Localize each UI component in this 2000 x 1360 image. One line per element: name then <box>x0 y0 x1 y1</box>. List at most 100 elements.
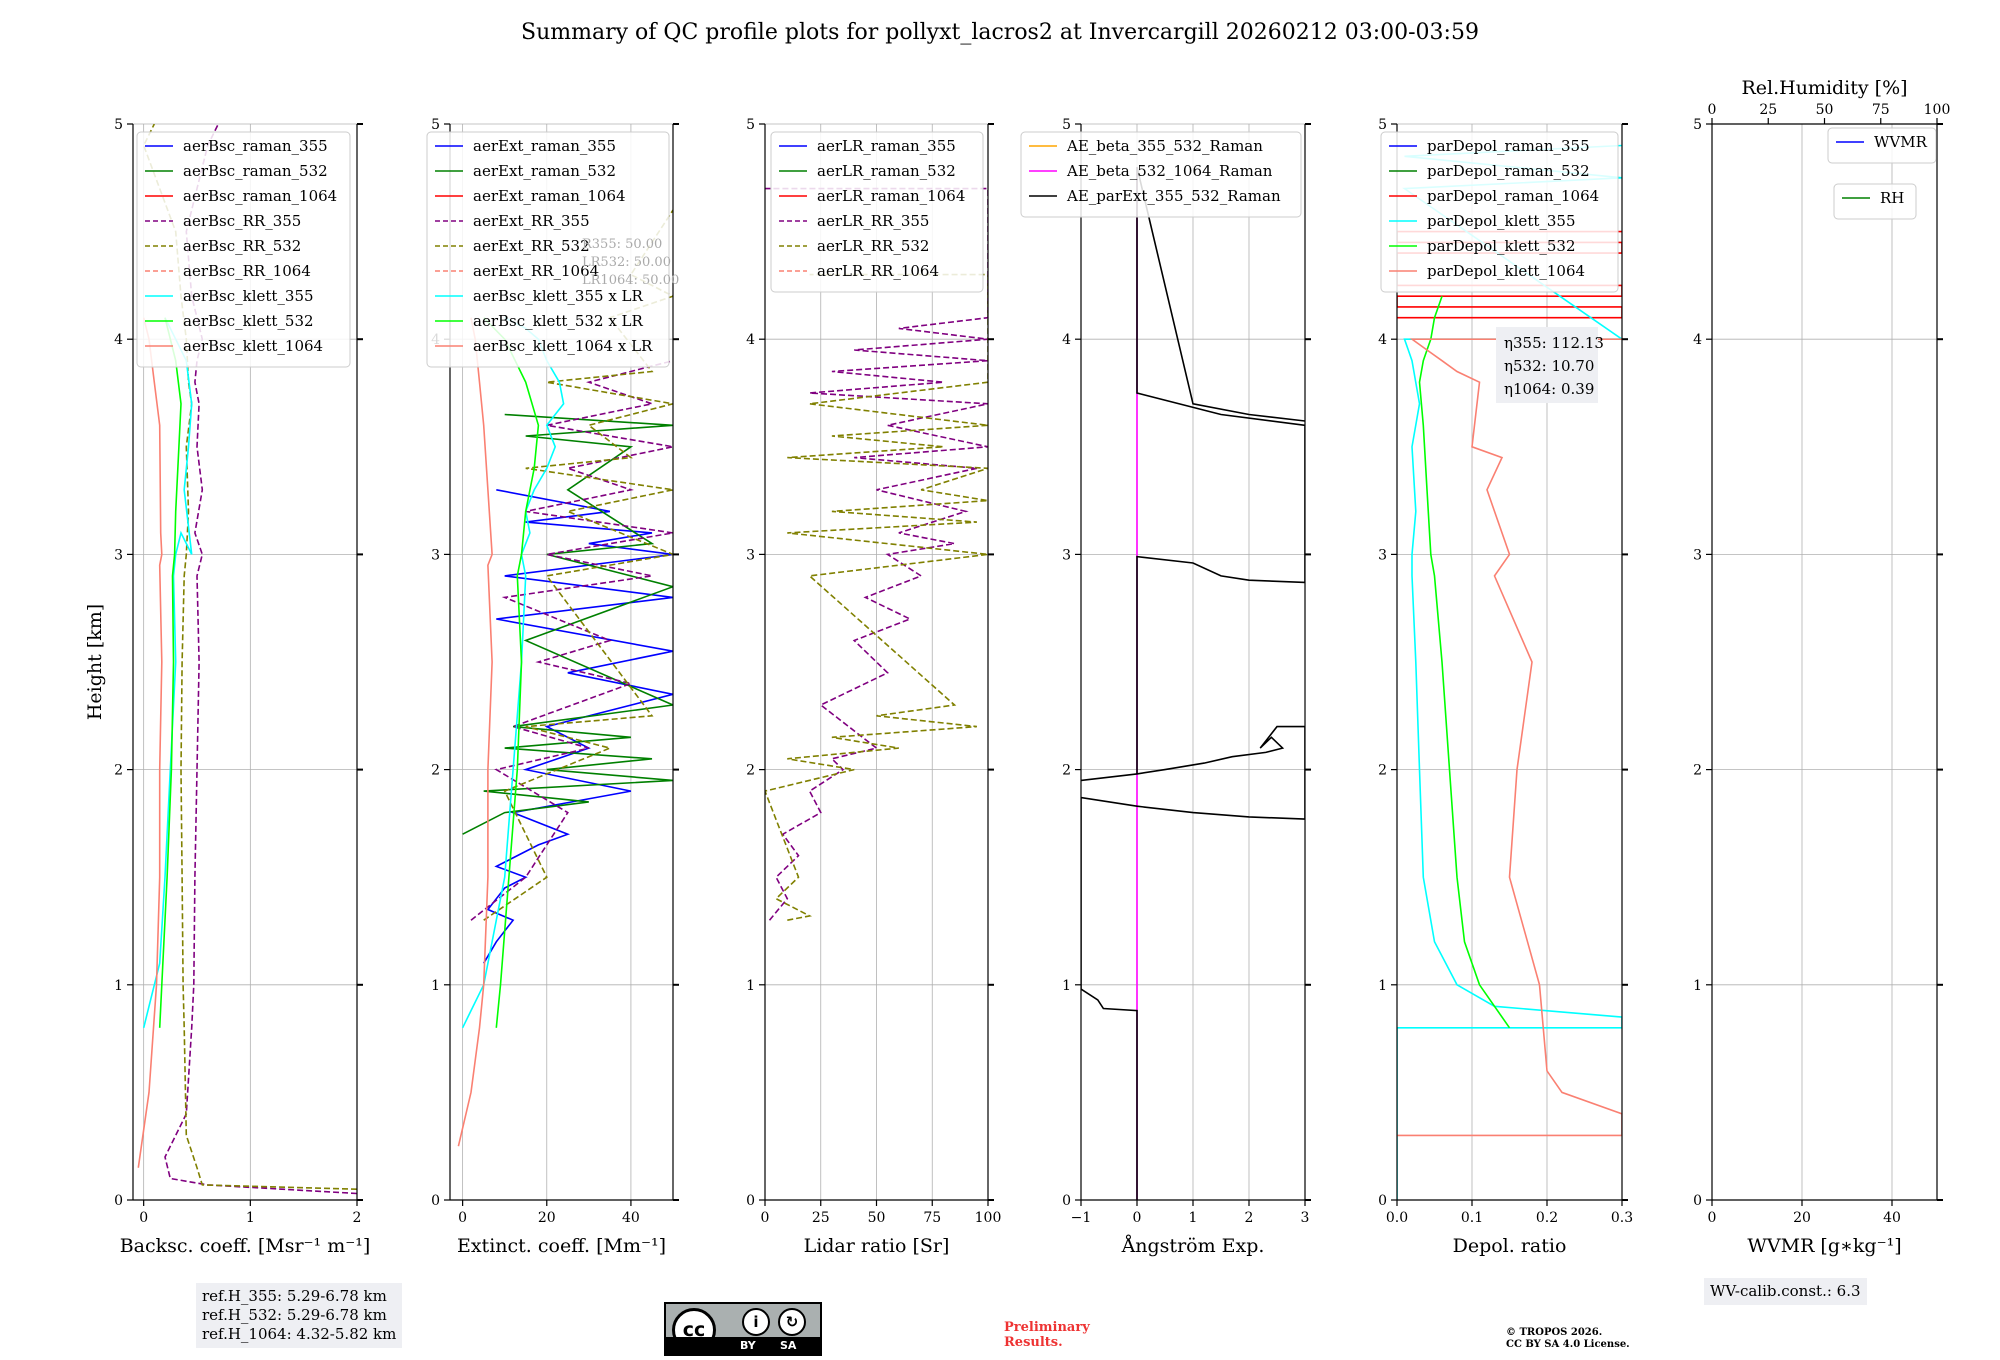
y-tick-label: 2 <box>114 763 123 779</box>
legend-entry: AE_beta_355_532_Raman <box>1066 137 1263 155</box>
x-tick-label: 0 <box>761 1210 770 1226</box>
y-tick-label: 5 <box>1062 117 1071 133</box>
y-tick-label: 1 <box>114 978 123 994</box>
y-tick-label: 2 <box>746 763 755 779</box>
cc-sa-label: SA <box>780 1339 797 1352</box>
legend-entry: aerBsc_klett_355 <box>183 287 314 305</box>
eta-box: η355: 112.13 η532: 10.70 η1064: 0.39 <box>1496 327 1604 403</box>
legend-ae: AE_beta_355_532_Raman AE_beta_532_1064_Ra… <box>1020 131 1302 218</box>
y-tick-label: 0 <box>1378 1193 1387 1209</box>
y-tick-label: 3 <box>1693 547 1702 563</box>
legend-entry: AE_parExt_355_532_Raman <box>1066 187 1281 205</box>
y-tick-label: 4 <box>1062 332 1071 348</box>
series-line-aerbsc-klett-355 <box>142 317 193 1028</box>
legend-entry: aerBsc_raman_355 <box>183 137 328 155</box>
series-line-aerext-raman-532 <box>462 413 673 835</box>
preliminary-line-1: Preliminary <box>1004 1320 1090 1335</box>
x-tick-label: 75 <box>923 1210 941 1226</box>
x-axis-label: Backsc. coeff. [Msr⁻¹ m⁻¹] <box>120 1235 371 1257</box>
legend-entry: parDepol_klett_355 <box>1427 212 1576 230</box>
eta-box-bg <box>1496 327 1598 403</box>
y-tick-label: 0 <box>431 1193 440 1209</box>
x-axis-label: Lidar ratio [Sr] <box>804 1235 950 1257</box>
legend-rh: RH <box>1833 183 1917 220</box>
legend-entry: aerBsc_RR_1064 <box>183 262 311 280</box>
legend-entry: aerBsc_RR_532 <box>183 237 301 255</box>
x-tick-label: 0 <box>139 1210 148 1226</box>
copyright-note: © TROPOS 2026. CC BY SA 4.0 License. <box>1506 1327 1630 1351</box>
legend-entry: aerLR_raman_532 <box>817 162 956 180</box>
y-tick-label: 3 <box>1378 547 1387 563</box>
top-x-tick-label: 25 <box>1759 102 1777 118</box>
legend-entry: aerExt_raman_532 <box>473 162 616 180</box>
x-tick-label: 1 <box>246 1210 255 1226</box>
y-tick-label: 3 <box>1062 547 1071 563</box>
legend-depol: parDepol_raman_355 parDepol_raman_532 parD… <box>1380 131 1619 293</box>
series-line-pardepol-klett-1064 <box>1397 338 1622 1137</box>
legend-entry: aerExt_raman_355 <box>473 137 616 155</box>
top-x-tick-label: 100 <box>1924 102 1951 118</box>
legend-entry: aerBsc_RR_355 <box>183 212 301 230</box>
top-x-tick-label: 75 <box>1872 102 1890 118</box>
x-tick-label: 40 <box>1883 1210 1901 1226</box>
legend-entry: aerExt_RR_355 <box>473 212 590 230</box>
y-tick-label: 4 <box>1693 332 1702 348</box>
y-tick-label: 4 <box>1378 332 1387 348</box>
y-tick-label: 5 <box>746 117 755 133</box>
eta-value: η532: 10.70 <box>1504 357 1594 375</box>
y-tick-label: 1 <box>1378 978 1387 994</box>
y-tick-label: 0 <box>114 1193 123 1209</box>
cc-license-badge[interactable]: cc i ↻ BY SA <box>664 1302 822 1356</box>
y-tick-label: 1 <box>1062 978 1071 994</box>
legend-entry: parDepol_klett_1064 <box>1427 262 1585 280</box>
cc-by-label: BY <box>740 1339 756 1352</box>
y-tick-label: 4 <box>746 332 755 348</box>
series-line-aerbsc-klett-532 <box>158 317 182 1028</box>
x-tick-label: 0 <box>458 1210 467 1226</box>
series-group <box>765 187 988 921</box>
legend-entry: AE_beta_532_1064_Raman <box>1066 162 1273 180</box>
copyright-line-2: CC BY SA 4.0 License. <box>1506 1339 1630 1350</box>
legend-entry: RH <box>1880 189 1904 207</box>
x-tick-label: 2 <box>1245 1210 1254 1226</box>
series-line-aerlr-rr-355 <box>765 187 988 921</box>
wv-calib-box: WV-calib.const.: 6.3 <box>1704 1278 1867 1305</box>
y-tick-label: 1 <box>746 978 755 994</box>
y-tick-label: 0 <box>1693 1193 1702 1209</box>
attribution-icon: i <box>742 1308 770 1336</box>
series-line-aerlr-rr-532 <box>765 273 988 921</box>
eta-value: η355: 112.13 <box>1504 334 1604 352</box>
legend-entry: aerBsc_klett_532 <box>183 312 314 330</box>
legend-box <box>136 131 351 368</box>
y-tick-label: 5 <box>431 117 440 133</box>
y-tick-label: 2 <box>1693 763 1702 779</box>
legend-entry: aerExt_RR_532 <box>473 237 590 255</box>
legend-bsc: aerBsc_raman_355 aerBsc_raman_532 aerBsc_r… <box>136 131 351 368</box>
legend-entry: parDepol_raman_532 <box>1427 162 1590 180</box>
x-tick-label: 100 <box>975 1210 1002 1226</box>
legend-box <box>426 131 670 368</box>
x-axis-label: WVMR [g∗kg⁻¹] <box>1747 1235 1901 1257</box>
legend-entry: aerLR_raman_1064 <box>817 187 965 205</box>
share-alike-icon: ↻ <box>778 1308 806 1336</box>
top-x-tick-label: 50 <box>1816 102 1834 118</box>
ext-lidar-ratio-note: LR532: 50.00 <box>582 255 671 270</box>
legend-lr: aerLR_raman_355 aerLR_raman_532 aerLR_rama… <box>770 131 984 293</box>
eta-value: η1064: 0.39 <box>1504 380 1594 398</box>
y-tick-label: 1 <box>431 978 440 994</box>
series-group <box>1081 166 1305 1200</box>
ref-height-1064: ref.H_1064: 4.32-5.82 km <box>202 1325 397 1343</box>
legend-entry: aerLR_RR_1064 <box>817 262 939 280</box>
x-tick-label: 0.3 <box>1611 1210 1633 1226</box>
series-line-pardepol-klett-355 <box>1397 144 1622 1200</box>
y-tick-label: 0 <box>746 1193 755 1209</box>
preliminary-note: Preliminary Results. <box>1004 1320 1090 1350</box>
legend-entry: parDepol_klett_532 <box>1427 237 1576 255</box>
legend-entry: aerLR_RR_532 <box>817 237 929 255</box>
x-tick-label: 0.0 <box>1386 1210 1408 1226</box>
ref-height-532: ref.H_532: 5.29-6.78 km <box>202 1306 387 1324</box>
y-tick-label: 2 <box>431 763 440 779</box>
